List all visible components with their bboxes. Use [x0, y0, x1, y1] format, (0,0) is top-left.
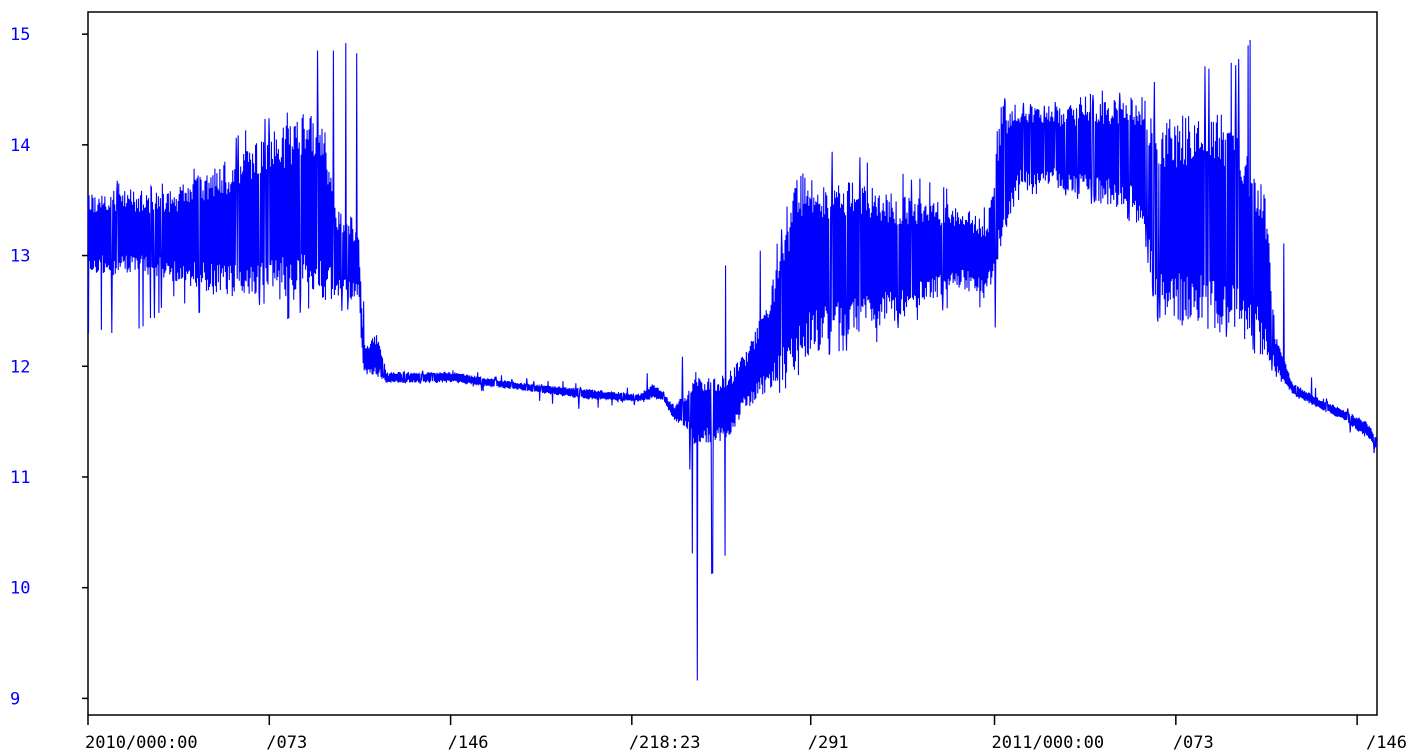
y-tick-label: 12	[10, 357, 30, 377]
x-tick-label: /073	[266, 733, 307, 752]
x-tick-label: /146	[448, 733, 489, 752]
x-tick-label: 2011/000:00	[992, 733, 1105, 752]
y-tick-label: 15	[10, 25, 30, 45]
x-tick-label: /218:23	[629, 733, 701, 752]
y-tick-label: 14	[10, 136, 30, 156]
x-tick-label: /291	[808, 733, 849, 752]
x-tick-label: /073	[1173, 733, 1214, 752]
y-axis: 9 10 11 12 13 14 15	[10, 25, 88, 709]
series-line	[87, 40, 1378, 681]
plot-frame	[87, 11, 1378, 716]
series-line-group	[87, 40, 1378, 681]
x-tick-label: 2010/000:00	[85, 733, 198, 752]
y-tick-label: 11	[10, 468, 30, 488]
x-tick-label: /146	[1366, 733, 1407, 752]
y-tick-label: 9	[10, 689, 20, 709]
y-tick-label: 10	[10, 579, 30, 599]
y-tick-label: 13	[10, 247, 30, 267]
x-axis: 2010/000:00/073/146/218:23/291 2011/000:0…	[85, 715, 1407, 752]
